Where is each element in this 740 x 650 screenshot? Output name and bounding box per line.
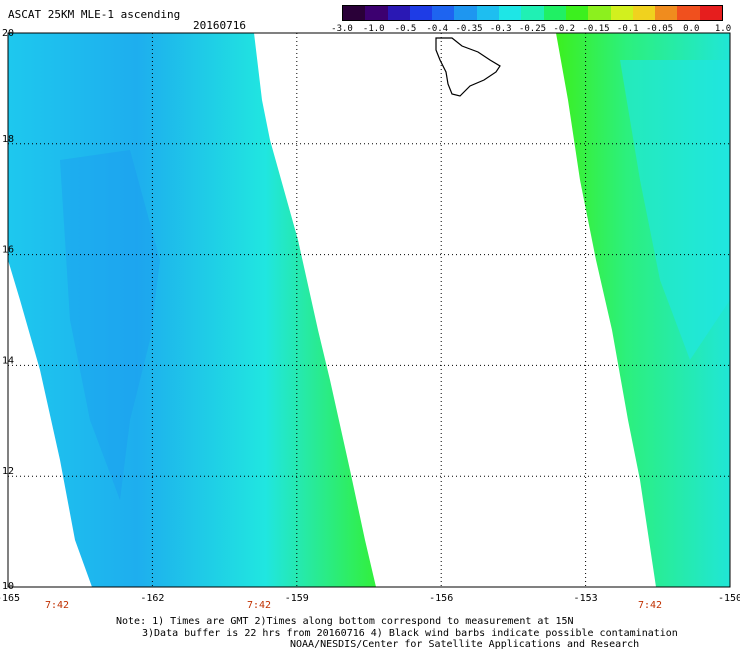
colorbar-cell: [610, 6, 633, 20]
lat-tick-label: 16: [2, 245, 14, 256]
colorbar-cell: [677, 6, 700, 20]
colorbar-tick-label: -3.0: [331, 24, 353, 34]
colorbar-cell: [588, 6, 611, 20]
colorbar-tick-label: -0.2: [553, 24, 576, 34]
colorbar-cell: [454, 6, 477, 20]
map-date: 20160716: [193, 19, 246, 32]
colorbar-cell: [409, 6, 433, 20]
colorbar-cell: [432, 6, 455, 20]
map-title: ASCAT 25KM MLE-1 ascending: [8, 8, 181, 21]
colorbar-cell: [499, 6, 522, 20]
lat-tick-label: 10: [2, 581, 14, 592]
colorbar-tick-label: -0.35: [455, 24, 483, 34]
lon-tick-label: -159: [285, 593, 309, 604]
colorbar-cell: [343, 6, 366, 20]
lon-tick-label: -150: [718, 593, 740, 604]
swath-time-label: 7:42: [246, 600, 272, 611]
colorbar-cell: [365, 6, 388, 20]
lat-lon-grid: [8, 33, 730, 587]
colorbar-tick-label: -0.5: [394, 24, 417, 34]
note-line-2: 3)Data buffer is 22 hrs from 20160716 4)…: [142, 628, 678, 639]
colorbar-tick-label: -1.0: [362, 24, 385, 34]
swath-time-label: 7:42: [637, 600, 663, 611]
colorbar-tick-label: -0.3: [489, 24, 512, 34]
colorbar-tick-label: -0.25: [518, 24, 547, 34]
swath-time-label: 7:42: [44, 600, 70, 611]
colorbar-tick-label: -0.4: [426, 24, 449, 34]
swath-west-blue-patch: [60, 150, 160, 500]
colorbar-cell: [699, 6, 723, 20]
lat-tick-label: 18: [2, 134, 14, 145]
lat-tick-label: 14: [2, 355, 14, 366]
colorbar-cell: [565, 6, 589, 20]
axis-labels: -165 -162 -159 -156 -153 -150 20 18 16 14 12 10: [0, 28, 740, 604]
colorbar-tick-label: 0.0: [683, 24, 700, 34]
colorbar-tick-label: -0.15: [582, 24, 610, 34]
note-line-1: Note: 1) Times are GMT 2)Times along bot…: [116, 616, 574, 627]
lon-tick-label: -162: [140, 593, 164, 604]
colorbar-tick-label: -0.1: [616, 24, 639, 34]
colorbar-cell: [521, 6, 544, 20]
lon-tick-label: -153: [574, 593, 598, 604]
lat-tick-label: 20: [2, 28, 14, 39]
colorbar-tick-label: -0.05: [645, 24, 674, 34]
colorbar-cell: [632, 6, 656, 20]
lat-tick-label: 12: [2, 466, 14, 477]
colorbar-cell: [476, 6, 500, 20]
colorbar-cell: [655, 6, 678, 20]
swath-west: [8, 33, 376, 587]
note-line-3: NOAA/NESDIS/Center for Satellite Applica…: [290, 639, 640, 650]
swath-east-cyan-patch: [620, 60, 730, 360]
lon-tick-label: -156: [429, 593, 453, 604]
lon-tick-label: -165: [0, 593, 20, 604]
colorbar-tick-label: 1.0: [714, 24, 732, 34]
hawaii-island-outline: [435, 37, 501, 97]
map-frame: [7, 32, 731, 588]
colorbar-cell: [387, 6, 410, 20]
colorbar: [342, 5, 723, 21]
colorbar-cell: [543, 6, 566, 20]
